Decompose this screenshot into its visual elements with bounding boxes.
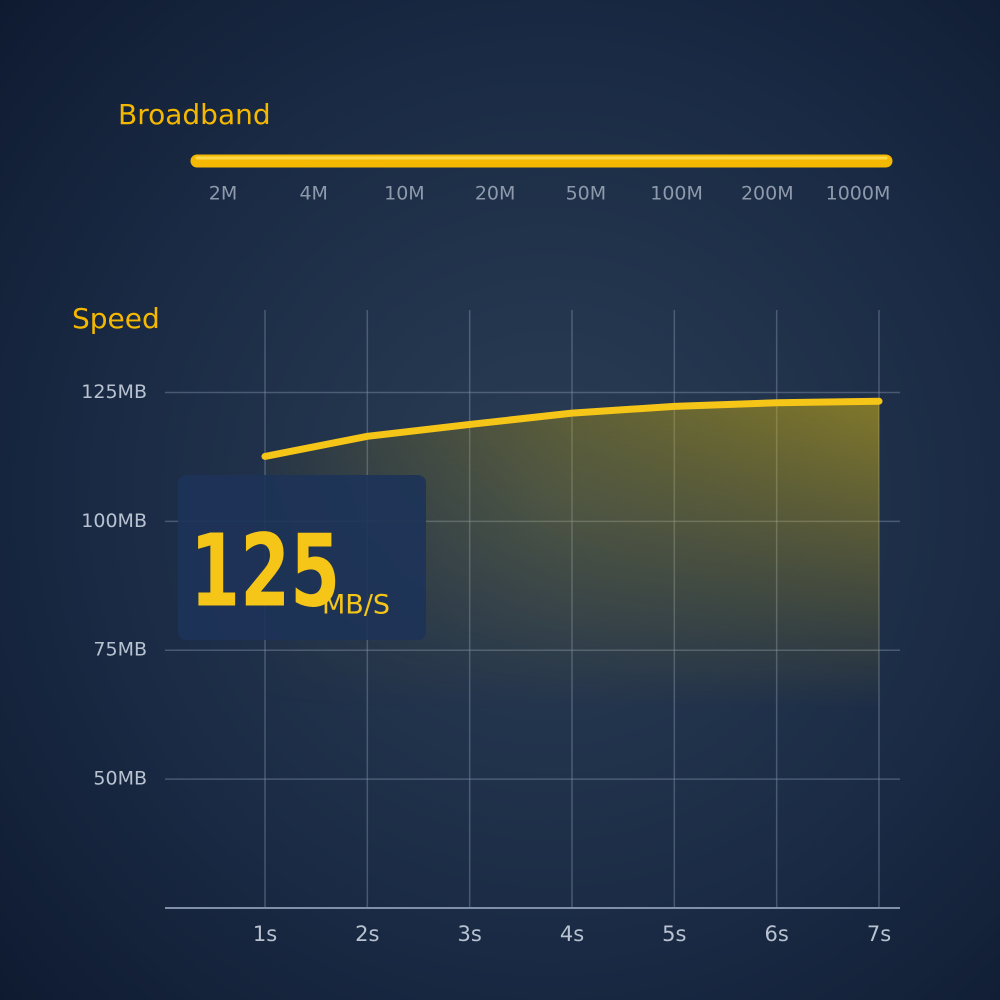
- x-tick-label: 1s: [253, 922, 277, 946]
- y-tick-label: 50MB: [93, 768, 147, 790]
- x-tick-label: 6s: [765, 922, 789, 946]
- y-tick-label: 100MB: [81, 510, 147, 532]
- y-tick-label: 125MB: [81, 381, 147, 403]
- broadband-title: Broadband: [118, 98, 271, 131]
- x-tick-label: 4s: [560, 922, 584, 946]
- x-tick-label: 5s: [662, 922, 686, 946]
- broadband-label: 1000M: [826, 183, 891, 205]
- y-tick-label: 75MB: [93, 639, 147, 661]
- broadband-label: 50M: [566, 183, 607, 205]
- broadband-label: 2M: [209, 183, 237, 205]
- y-axis-title: Speed: [72, 302, 160, 335]
- broadband-label: 20M: [475, 183, 516, 205]
- broadband-label: 200M: [741, 183, 794, 205]
- x-tick-label: 3s: [458, 922, 482, 946]
- broadband-label: 10M: [384, 183, 425, 205]
- x-tick-label: 2s: [355, 922, 379, 946]
- line: [261, 397, 883, 460]
- x-tick-label: 7s: [867, 922, 891, 946]
- callout-value: 125: [190, 512, 340, 629]
- broadband-label: 100M: [650, 183, 703, 205]
- callout-unit: MB/S: [322, 590, 390, 621]
- broadband-label: 4M: [299, 183, 327, 205]
- callout: 125 MB/S: [178, 475, 426, 640]
- callout-box: [178, 475, 426, 640]
